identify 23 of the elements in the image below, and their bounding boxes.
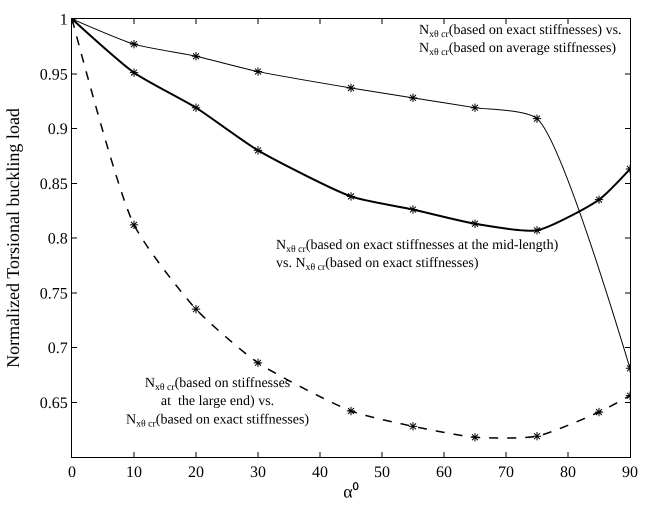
x-tick-label: 80 <box>560 464 576 482</box>
x-tick-label: 20 <box>188 464 204 482</box>
x-tick-label: 50 <box>374 464 390 482</box>
annotation: N$_{xθ cr}$(based on exact stiffnesses at the mid-length) vs. N$_{xθ cr}$(based on exact stiffnesses) <box>276 238 559 274</box>
y-tick-label: 0.75 <box>40 285 68 302</box>
x-tick-label: 70 <box>498 464 514 482</box>
text: N$_{xθ cr}$(based on stiffnesses at the large end) vs. N$_{xθ cr}$(based on exact stiffnesses) <box>126 376 310 430</box>
y-tick-label: 0.95 <box>40 66 68 84</box>
y-tick-label: 0.7 <box>48 340 68 358</box>
y-axis-title: Normalized Torsional buckling load <box>3 108 23 368</box>
x-tick-label: 10 <box>126 464 142 482</box>
x-tick-label: 0 <box>68 464 76 482</box>
y-tick-label: 0.9 <box>48 121 68 138</box>
y-tick-label: 0.85 <box>40 176 68 193</box>
y-tick-label: 1 <box>60 12 68 29</box>
x-axis-title: α⁰ <box>343 481 359 502</box>
x-tick-label: 90 <box>622 464 638 482</box>
text: N$_{xθ cr}$(based on exact stiffnesses) vs. N$_{xθ cr}$(based on average stiffnesses) <box>419 23 622 58</box>
x-tick-label: 30 <box>250 464 266 482</box>
y-tick-label: 0.8 <box>48 230 68 248</box>
x-tick-label: 40 <box>312 464 328 482</box>
x-tick-label: 60 <box>436 464 452 482</box>
y-tick-label: 0.65 <box>40 394 68 412</box>
